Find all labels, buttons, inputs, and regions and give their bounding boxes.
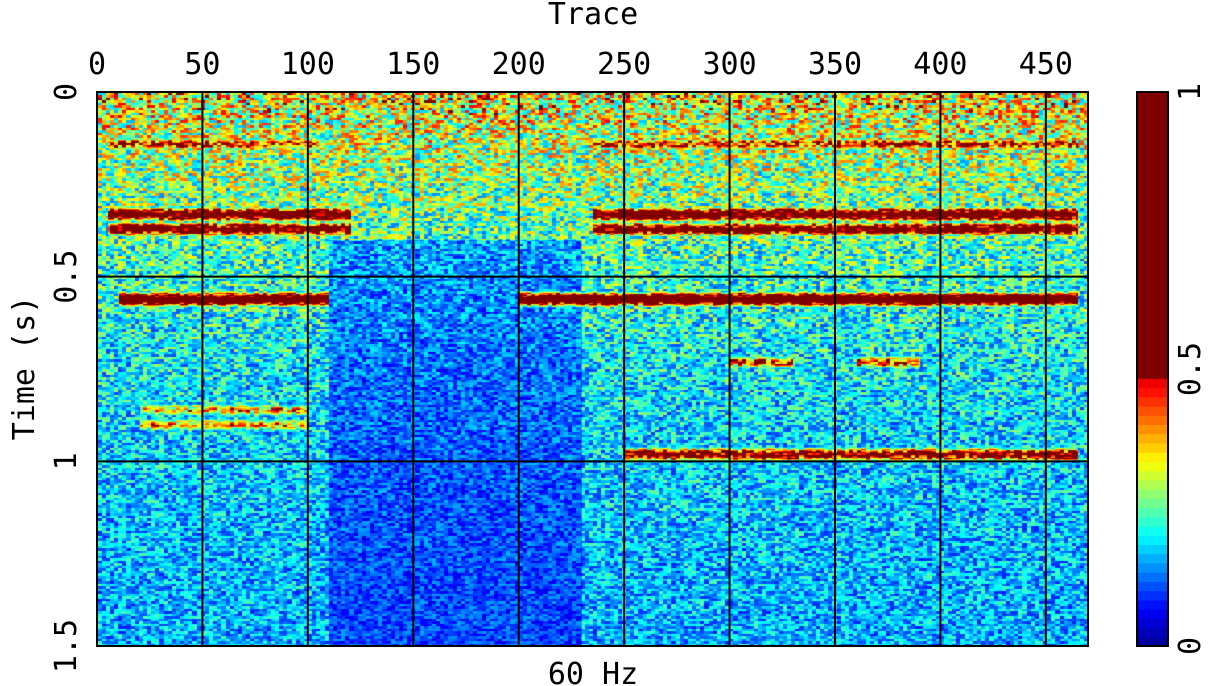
colorbar-swatch xyxy=(1137,92,1168,102)
colorbar-swatch xyxy=(1137,156,1168,167)
colorbar-swatch xyxy=(1137,221,1168,232)
colorbar-swatch xyxy=(1137,304,1168,315)
x-tick-label: 100 xyxy=(281,47,335,82)
colorbar-swatch xyxy=(1137,350,1168,361)
colorbar-swatch xyxy=(1137,562,1168,573)
y-tick-label: 1 xyxy=(49,452,84,470)
colorbar-swatch xyxy=(1137,433,1168,444)
colorbar-swatch xyxy=(1137,507,1168,518)
x-tick-label: 0 xyxy=(88,47,106,82)
colorbar-swatch xyxy=(1137,313,1168,324)
x-tick-label: 450 xyxy=(1019,47,1073,82)
y-tick-label: 0.5 xyxy=(49,250,84,304)
colorbar-swatch xyxy=(1137,248,1168,259)
colorbar-swatch xyxy=(1137,258,1168,269)
colorbar-tick-label: 1 xyxy=(1173,83,1208,101)
x-axis-label: 60 Hz xyxy=(548,657,638,686)
colorbar-swatch xyxy=(1137,627,1168,638)
colorbar-swatch xyxy=(1137,101,1168,112)
colorbar-swatch xyxy=(1137,212,1168,222)
colorbar-swatch xyxy=(1137,165,1168,176)
x-tick-labels: 0 50 100 150 200 250 300 350 400 450 xyxy=(88,47,1073,82)
colorbar-swatch xyxy=(1137,498,1168,509)
colorbar-swatch xyxy=(1137,442,1168,453)
colorbar-frame xyxy=(1136,91,1169,647)
colorbar: 00.51 xyxy=(1136,83,1208,655)
colorbar-swatch xyxy=(1137,525,1168,536)
x-tick-label: 250 xyxy=(597,47,651,82)
colorbar-swatch xyxy=(1137,110,1168,121)
heatmap-image xyxy=(97,92,1088,646)
colorbar-swatch xyxy=(1137,470,1168,481)
colorbar-swatch xyxy=(1137,119,1168,130)
colorbar-tick-label: 0.5 xyxy=(1173,342,1208,396)
colorbar-swatch xyxy=(1137,193,1168,204)
colorbar-swatch xyxy=(1137,184,1168,195)
colorbar-swatch xyxy=(1137,276,1168,287)
y-tick-label: 1.5 xyxy=(49,619,84,673)
colorbar-swatch xyxy=(1137,590,1168,601)
colorbar-swatch xyxy=(1137,128,1168,139)
chart-title: Trace xyxy=(548,0,638,32)
colorbar-swatch xyxy=(1137,544,1168,555)
colorbar-swatch xyxy=(1137,452,1168,462)
colorbar-swatch xyxy=(1137,378,1168,389)
x-tick-label: 300 xyxy=(702,47,756,82)
colorbar-swatch xyxy=(1137,581,1168,592)
x-tick-label: 200 xyxy=(492,47,546,82)
colorbar-swatch xyxy=(1137,479,1168,490)
colorbar-swatch xyxy=(1137,405,1168,416)
colorbar-tick-labels: 00.51 xyxy=(1173,83,1208,655)
colorbar-swatch xyxy=(1137,618,1168,629)
colorbar-swatch xyxy=(1137,461,1168,472)
colorbar-swatch xyxy=(1137,415,1168,425)
colorbar-swatch xyxy=(1137,202,1168,213)
colorbar-swatch xyxy=(1137,175,1168,185)
colorbar-swatch xyxy=(1137,516,1168,527)
colorbar-swatch xyxy=(1137,369,1168,379)
colorbar-swatch xyxy=(1137,295,1168,305)
colorbar-swatch xyxy=(1137,285,1168,296)
plot-frame xyxy=(96,91,1089,647)
colorbar-swatch xyxy=(1137,239,1168,250)
y-tick-label: 0 xyxy=(49,83,84,101)
x-tick-label: 150 xyxy=(386,47,440,82)
colorbar-swatch xyxy=(1137,359,1168,370)
colorbar-swatch xyxy=(1137,609,1168,619)
colorbar-swatch xyxy=(1137,424,1168,435)
colorbar-tick-label: 0 xyxy=(1173,637,1208,655)
colorbar-swatch xyxy=(1137,322,1168,333)
colorbar-swatch xyxy=(1137,138,1168,148)
x-tick-label: 50 xyxy=(184,47,220,82)
plot-grid xyxy=(97,92,1088,646)
colorbar-swatch xyxy=(1137,396,1168,407)
colorbar-swatch xyxy=(1137,636,1168,647)
colorbar-swatch xyxy=(1137,535,1168,546)
y-axis-label: Time (s) xyxy=(7,296,42,441)
colorbar-swatch xyxy=(1137,267,1168,278)
colorbar-swatch xyxy=(1137,147,1168,158)
colorbar-swatch xyxy=(1137,332,1168,342)
colorbar-swatch xyxy=(1137,553,1168,564)
colorbar-swatch xyxy=(1137,572,1168,582)
colorbar-swatch xyxy=(1137,341,1168,352)
colorbar-swatch xyxy=(1137,387,1168,398)
heatmap-plot xyxy=(96,91,1089,647)
y-tick-labels: 0 0.5 1 1.5 xyxy=(49,83,84,673)
colorbar-swatch xyxy=(1137,599,1168,610)
x-tick-label: 400 xyxy=(913,47,967,82)
x-tick-label: 350 xyxy=(808,47,862,82)
colorbar-swatch xyxy=(1137,230,1168,241)
colorbar-swatch xyxy=(1137,489,1168,499)
